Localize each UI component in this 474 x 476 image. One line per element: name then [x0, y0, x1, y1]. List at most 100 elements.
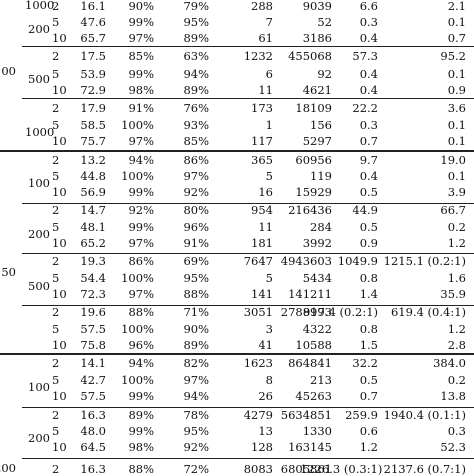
table-rule	[22, 98, 474, 99]
k-cell: 2	[52, 356, 60, 370]
time-b-cell: 2.1	[447, 0, 466, 13]
mean-cell: 57.5	[80, 389, 106, 403]
pct-a-cell: 99%	[128, 67, 154, 81]
pct-b-cell: 91%	[183, 236, 209, 250]
pct-b-cell: 90%	[183, 322, 209, 336]
time-a-cell: 0.4	[359, 67, 378, 81]
nodes-cell: 156	[310, 118, 332, 132]
count-cell: 7	[265, 15, 273, 29]
count-cell: 954	[251, 203, 273, 217]
pct-b-cell: 72%	[183, 462, 209, 476]
pct-a-cell: 99%	[128, 220, 154, 234]
time-b-cell: 1215.1 (0.2:1)	[383, 254, 466, 268]
k-cell: 10	[52, 185, 67, 199]
subgroup-size-label: 200	[28, 22, 50, 36]
count-cell: 13	[258, 424, 273, 438]
mean-cell: 17.9	[80, 101, 106, 115]
time-b-cell: 0.1	[447, 134, 466, 148]
nodes-cell: 18109	[295, 101, 332, 115]
mean-cell: 44.8	[80, 169, 106, 183]
pct-b-cell: 89%	[183, 83, 209, 97]
k-cell: 2	[52, 254, 60, 268]
time-a-cell: 0.4	[359, 31, 378, 45]
subgroup-size-label: 100	[28, 176, 50, 190]
time-a-cell: 1.5	[359, 338, 378, 352]
pct-b-cell: 94%	[183, 389, 209, 403]
mean-cell: 58.5	[80, 118, 106, 132]
pct-a-cell: 100%	[121, 169, 154, 183]
pct-a-cell: 99%	[128, 424, 154, 438]
count-cell: 16	[258, 185, 273, 199]
mean-cell: 65.7	[80, 31, 106, 45]
group-n-label: 100	[0, 64, 16, 78]
pct-b-cell: 94%	[183, 67, 209, 81]
pct-b-cell: 63%	[183, 49, 209, 63]
pct-a-cell: 97%	[128, 236, 154, 250]
mean-cell: 19.6	[80, 305, 106, 319]
pct-b-cell: 89%	[183, 338, 209, 352]
time-a-cell: 0.9	[359, 236, 378, 250]
k-cell: 10	[52, 134, 67, 148]
count-cell: 288	[251, 0, 273, 13]
time-b-cell: 3.9	[447, 185, 466, 199]
time-a-cell: 0.6	[359, 424, 378, 438]
pct-a-cell: 94%	[128, 153, 154, 167]
pct-b-cell: 88%	[183, 287, 209, 301]
time-a-cell: 0.8	[359, 271, 378, 285]
time-a-cell: 0.7	[359, 389, 378, 403]
time-a-cell: 0.3	[359, 118, 378, 132]
pct-a-cell: 99%	[128, 389, 154, 403]
k-cell: 5	[52, 271, 60, 285]
pct-b-cell: 89%	[183, 31, 209, 45]
count-cell: 7647	[243, 254, 273, 268]
pct-a-cell: 98%	[128, 440, 154, 454]
pct-a-cell: 100%	[121, 271, 154, 285]
mean-cell: 16.1	[80, 0, 106, 13]
pct-b-cell: 96%	[183, 220, 209, 234]
subgroup-size-label: 500	[28, 279, 50, 293]
time-b-cell: 3.6	[447, 101, 466, 115]
pct-a-cell: 98%	[128, 83, 154, 97]
nodes-cell: 4943603	[280, 254, 332, 268]
count-cell: 3	[265, 322, 273, 336]
count-cell: 3051	[243, 305, 273, 319]
pct-a-cell: 99%	[128, 15, 154, 29]
subgroup-size-label: 500	[28, 72, 50, 86]
mean-cell: 57.5	[80, 322, 106, 336]
mean-cell: 75.8	[80, 338, 106, 352]
time-a-cell: 259.9	[345, 408, 378, 422]
nodes-cell: 52	[317, 15, 332, 29]
pct-a-cell: 85%	[128, 49, 154, 63]
k-cell: 5	[52, 220, 60, 234]
pct-b-cell: 86%	[183, 153, 209, 167]
time-b-cell: 0.1	[447, 67, 466, 81]
count-cell: 5	[265, 169, 273, 183]
k-cell: 5	[52, 424, 60, 438]
pct-a-cell: 100%	[121, 322, 154, 336]
count-cell: 1623	[243, 356, 273, 370]
mean-cell: 72.9	[80, 83, 106, 97]
count-cell: 1232	[243, 49, 273, 63]
pct-a-cell: 97%	[128, 287, 154, 301]
time-a-cell: 1.2	[359, 440, 378, 454]
pct-a-cell: 94%	[128, 356, 154, 370]
pct-b-cell: 82%	[183, 356, 209, 370]
pct-b-cell: 92%	[183, 185, 209, 199]
k-cell: 5	[52, 15, 60, 29]
subgroup-size-label: 1000	[25, 0, 55, 12]
time-b-cell: 95.2	[440, 49, 466, 63]
time-a-cell: 0.4	[359, 83, 378, 97]
k-cell: 5	[52, 67, 60, 81]
time-b-cell: 19.0	[440, 153, 466, 167]
time-a-cell: 44.9	[352, 203, 378, 217]
mean-cell: 64.5	[80, 440, 106, 454]
time-b-cell: 1.2	[447, 322, 466, 336]
nodes-cell: 4621	[302, 83, 332, 97]
nodes-cell: 15929	[295, 185, 332, 199]
mean-cell: 16.3	[80, 462, 106, 476]
time-b-cell: 0.2	[447, 373, 466, 387]
nodes-cell: 9039	[302, 0, 332, 13]
count-cell: 4279	[243, 408, 273, 422]
mean-cell: 14.1	[80, 356, 106, 370]
count-cell: 173	[251, 101, 273, 115]
